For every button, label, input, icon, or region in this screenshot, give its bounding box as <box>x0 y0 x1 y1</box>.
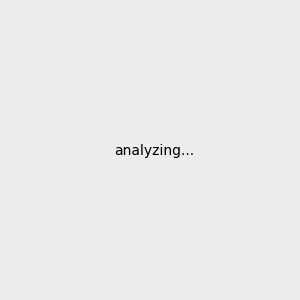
Text: analyzing...: analyzing... <box>114 145 194 158</box>
